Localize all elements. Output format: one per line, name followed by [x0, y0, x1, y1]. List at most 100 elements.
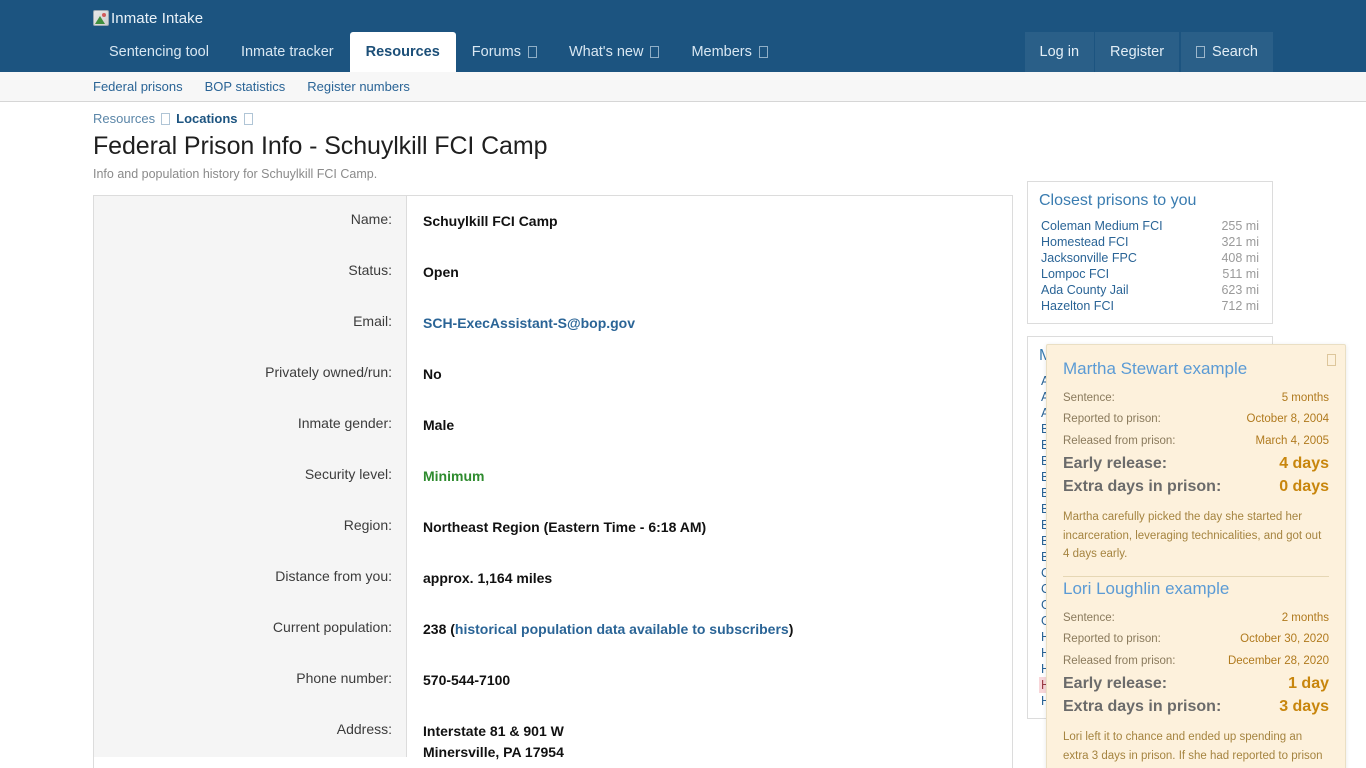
subnav-item-bop-statistics[interactable]: BOP statistics — [204, 79, 286, 94]
stat-value: 3 days — [1279, 698, 1329, 716]
nav-item-whats-new[interactable]: What's new — [553, 32, 676, 72]
promo-stat-row: Reported to prison: October 8, 2004 — [1063, 409, 1329, 430]
promo-stat-row: Reported to prison: October 30, 2020 — [1063, 629, 1329, 650]
stat-value: 1 day — [1288, 674, 1329, 692]
site-logo[interactable]: Inmate Intake — [0, 0, 1366, 32]
stat-label: Released from prison: — [1063, 434, 1176, 447]
promo-note-lori-loughlin: Lori left it to chance and ended up spen… — [1063, 731, 1323, 762]
info-label: Address: — [94, 706, 407, 757]
stat-value: March 4, 2005 — [1255, 434, 1329, 447]
prison-name: Homestead FCI — [1041, 235, 1129, 249]
stat-label: Released from prison: — [1063, 654, 1176, 667]
info-row-region: Region: Northeast Region (Eastern Time -… — [94, 502, 1012, 553]
search-button[interactable]: Search — [1181, 32, 1273, 72]
population-history-link[interactable]: historical population data available to … — [454, 621, 789, 637]
sub-navigation: Federal prisons BOP statistics Register … — [0, 72, 1366, 102]
list-item[interactable]: Ada County Jail 623 mi — [1039, 282, 1261, 298]
info-label: Region: — [94, 502, 407, 553]
promo-stat-row-extra-days: Extra days in prison: 3 days — [1063, 695, 1329, 718]
info-value-region: Northeast Region (Eastern Time - 6:18 AM… — [423, 519, 707, 535]
list-item[interactable]: Homestead FCI 321 mi — [1039, 234, 1261, 250]
nav-item-resources[interactable]: Resources — [349, 32, 456, 72]
nav-item-sentencing-tool[interactable]: Sentencing tool — [93, 32, 225, 72]
info-row-status: Status: Open — [94, 247, 1012, 298]
breadcrumb-separator-icon — [243, 112, 253, 125]
address-line-1: Interstate 81 & 901 W — [423, 723, 564, 739]
prison-name: Hazelton FCI — [1041, 299, 1114, 313]
info-label: Distance from you: — [94, 553, 407, 604]
search-label: Search — [1212, 44, 1258, 60]
nav-account-actions: Log in Register Search — [1024, 32, 1366, 72]
broken-image-icon — [93, 10, 109, 26]
stat-label: Extra days in prison: — [1063, 477, 1222, 495]
promo-heading-martha-stewart[interactable]: Martha Stewart example — [1063, 359, 1248, 378]
info-value-phone-number: 570-544-7100 — [423, 672, 511, 688]
info-value-name: Schuylkill FCI Camp — [423, 213, 558, 229]
nav-item-members[interactable]: Members — [675, 32, 783, 72]
stat-label: Sentence: — [1063, 392, 1115, 404]
info-row-security-level: Security level: Minimum — [94, 451, 1012, 502]
info-label: Phone number: — [94, 655, 407, 706]
promo-stat-row-extra-days: Extra days in prison: 0 days — [1063, 475, 1329, 498]
nav-label: Forums — [471, 44, 521, 60]
chevron-down-icon — [527, 46, 537, 58]
info-row-current-population: Current population: 238 (historical popu… — [94, 604, 1012, 655]
stat-label: Sentence: — [1063, 612, 1115, 625]
subnav-item-register-numbers[interactable]: Register numbers — [307, 79, 410, 94]
breadcrumb: Resources Locations — [0, 102, 1366, 126]
main-content: Name: Schuylkill FCI Camp Status: Open E… — [0, 181, 1366, 768]
list-item[interactable]: Hazelton FCI 712 mi — [1039, 298, 1261, 314]
register-button[interactable]: Register — [1095, 32, 1180, 72]
nav-label: Members — [691, 44, 752, 60]
promo-heading-lori-loughlin[interactable]: Lori Loughlin example — [1063, 579, 1230, 599]
population-count: 238 ( — [423, 621, 455, 637]
list-item[interactable]: Jacksonville FPC 408 mi — [1039, 250, 1261, 266]
info-value-email: SCH-ExecAssistant-S@bop.gov — [407, 298, 1012, 349]
prison-distance: 712 mi — [1221, 299, 1259, 313]
search-icon — [1196, 46, 1206, 58]
list-item[interactable]: Coleman Medium FCI 255 mi — [1039, 218, 1261, 234]
promo-popup: Martha Stewart example Sentence: 5 month… — [1046, 344, 1346, 768]
info-label: Status: — [94, 247, 407, 298]
prison-name: Coleman Medium FCI — [1041, 219, 1163, 233]
breadcrumb-separator-icon — [161, 112, 171, 125]
stat-value: 5 months — [1281, 392, 1329, 404]
info-row-privately-owned: Privately owned/run: No — [94, 349, 1012, 400]
list-item[interactable]: Lompoc FCI 511 mi — [1039, 266, 1261, 282]
stat-value: 0 days — [1279, 477, 1329, 495]
stat-label: Reported to prison: — [1063, 633, 1161, 646]
population-suffix: ) — [788, 621, 794, 637]
close-icon[interactable] — [1327, 354, 1336, 366]
promo-stats-lori-loughlin: Sentence: 2 months Reported to prison: O… — [1063, 608, 1329, 718]
stat-label: Early release: — [1063, 674, 1168, 692]
info-label: Email: — [94, 298, 407, 349]
breadcrumb-item-resources[interactable]: Resources — [93, 111, 156, 126]
subnav-item-federal-prisons[interactable]: Federal prisons — [93, 79, 183, 94]
info-row-phone-number: Phone number: 570-544-7100 — [94, 655, 1012, 706]
nav-label: Inmate tracker — [240, 44, 334, 60]
promo-stat-row: Sentence: 2 months — [1063, 608, 1329, 629]
nav-item-forums[interactable]: Forums — [456, 32, 553, 72]
register-label: Register — [1110, 44, 1165, 60]
info-value-current-population: 238 (historical population data availabl… — [407, 604, 1012, 655]
prison-distance: 321 mi — [1221, 235, 1259, 249]
email-link[interactable]: SCH-ExecAssistant-S@bop.gov — [423, 315, 636, 331]
site-logo-alt-text: Inmate Intake — [111, 9, 204, 27]
address-line-2: Minersville, PA 17954 — [423, 744, 564, 760]
breadcrumb-item-locations[interactable]: Locations — [176, 111, 238, 126]
log-in-button[interactable]: Log in — [1024, 32, 1095, 72]
info-value-status: Open — [423, 264, 459, 280]
nav-label: What's new — [568, 44, 644, 60]
stat-label: Extra days in prison: — [1063, 698, 1222, 716]
info-row-inmate-gender: Inmate gender: Male — [94, 400, 1012, 451]
rail-card-title: Closest prisons to you — [1039, 192, 1197, 209]
info-row-address: Address: Interstate 81 & 901 W Minersvil… — [94, 706, 1012, 768]
chevron-down-icon — [758, 46, 768, 58]
promo-stat-row: Sentence: 5 months — [1063, 388, 1329, 409]
promo-stat-row: Released from prison: March 4, 2005 — [1063, 431, 1329, 452]
prison-distance: 408 mi — [1221, 251, 1259, 265]
info-row-distance: Distance from you: approx. 1,164 miles — [94, 553, 1012, 604]
nav-item-inmate-tracker[interactable]: Inmate tracker — [225, 32, 350, 72]
promo-note-martha-stewart: Martha carefully picked the day she star… — [1063, 511, 1322, 561]
prison-distance: 255 mi — [1221, 219, 1259, 233]
